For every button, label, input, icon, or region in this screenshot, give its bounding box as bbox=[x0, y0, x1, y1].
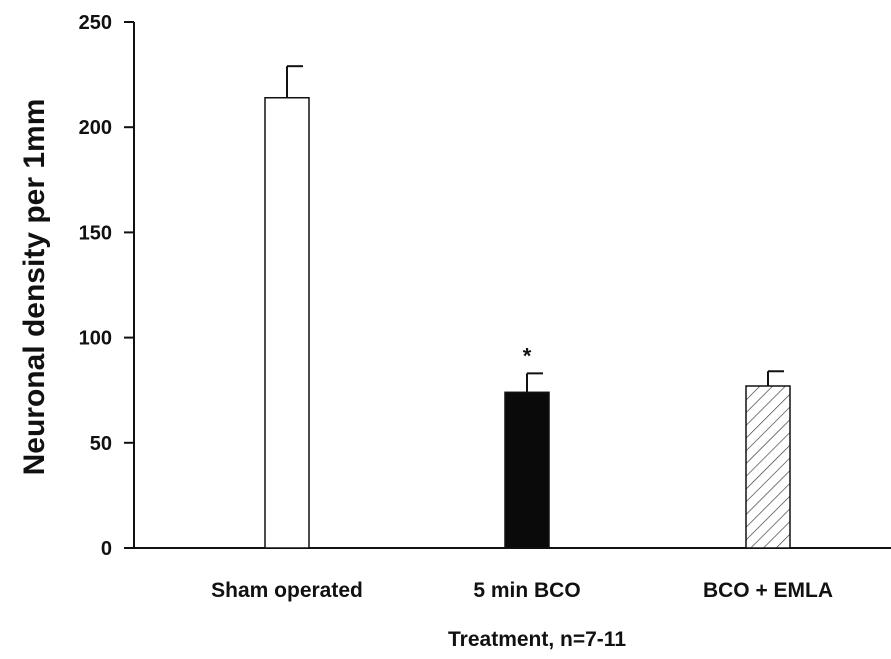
x-tick-label: Sham operated bbox=[211, 579, 363, 602]
x-axis-title: Treatment, n=7-11 bbox=[448, 628, 626, 651]
y-axis: 0 50 100 150 200 250 bbox=[79, 12, 135, 560]
bar-group bbox=[264, 65, 310, 549]
bar-group: * bbox=[504, 343, 550, 549]
y-tick-label: 0 bbox=[101, 538, 112, 560]
bar bbox=[745, 385, 791, 549]
y-tick-label: 150 bbox=[79, 222, 112, 244]
y-tick-label: 50 bbox=[90, 433, 112, 455]
category-labels: Sham operated 5 min BCO BCO + EMLA bbox=[211, 579, 833, 602]
y-tick-label: 250 bbox=[79, 12, 112, 34]
bars: * bbox=[264, 65, 791, 549]
bar bbox=[264, 96, 310, 549]
bar bbox=[504, 391, 550, 549]
y-axis-title: Neuronal density per 1mm bbox=[18, 99, 51, 476]
y-tick-label: 100 bbox=[79, 328, 112, 350]
x-tick-label: 5 min BCO bbox=[473, 579, 580, 602]
significance-marker: * bbox=[523, 343, 532, 368]
y-tick-label: 200 bbox=[79, 117, 112, 139]
x-tick-label: BCO + EMLA bbox=[703, 579, 833, 602]
bar-group bbox=[745, 370, 791, 549]
